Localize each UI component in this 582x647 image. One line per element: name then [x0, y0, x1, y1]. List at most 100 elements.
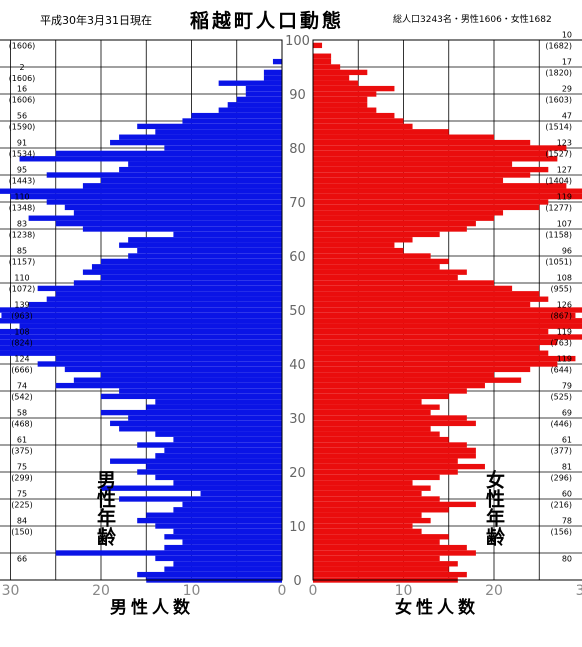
- male-bar: [182, 501, 282, 508]
- female-bar: [313, 129, 449, 135]
- female-bar: [313, 534, 449, 540]
- male-frame: [0, 39, 283, 581]
- female-bar: [313, 150, 549, 157]
- age-tick-label: 100: [285, 34, 310, 49]
- female-bar: [313, 69, 368, 76]
- chart-title: 稲越町人口動態: [190, 10, 345, 32]
- female-bar: [313, 291, 540, 297]
- female-bar: [313, 399, 422, 405]
- male-bar: [0, 188, 283, 194]
- male-bar: [0, 334, 283, 340]
- male-side-annotation: 74: [17, 382, 27, 391]
- male-bar: [0, 318, 282, 324]
- female-bar: [313, 264, 440, 270]
- male-side-annotation: (1606): [9, 41, 36, 50]
- female-side-annotation: (525): [550, 392, 572, 401]
- female-side-annotation: 60: [562, 490, 572, 499]
- male-bar: [146, 512, 282, 518]
- male-bar: [173, 561, 282, 567]
- female-axis-title: 女性人数: [395, 598, 479, 618]
- female-bar: [313, 318, 582, 324]
- female-bar: [313, 512, 422, 518]
- male-bar: [28, 301, 282, 308]
- male-side-annotation: (299): [11, 473, 33, 482]
- male-bar: [0, 350, 282, 356]
- female-bar: [313, 490, 422, 497]
- male-bar: [182, 539, 282, 545]
- female-bar: [313, 53, 332, 59]
- female-side-annotation: (763): [550, 338, 572, 347]
- male-bar: [55, 382, 282, 389]
- as-of-date: 平成30年3月31日現在: [40, 14, 152, 27]
- male-bar: [146, 404, 282, 410]
- female-bar: [313, 134, 494, 140]
- male-bar: [155, 555, 282, 562]
- female-bar: [313, 566, 449, 572]
- female-bar: [313, 177, 504, 184]
- female-side-annotation: (644): [550, 365, 572, 374]
- female-bar: [313, 85, 395, 92]
- male-bar: [101, 393, 282, 400]
- female-side-annotation: 119: [557, 328, 572, 337]
- female-bar: [313, 480, 413, 486]
- male-bar: [236, 96, 282, 103]
- male-bar: [182, 118, 282, 124]
- male-bar: [128, 253, 282, 259]
- male-bar: [173, 507, 282, 513]
- female-bar: [313, 193, 582, 200]
- male-bar: [200, 490, 282, 497]
- male-bar: [245, 91, 282, 97]
- male-side-annotation: 56: [17, 112, 27, 121]
- female-bar: [313, 463, 485, 470]
- male-bar: [110, 458, 282, 464]
- male-bar: [155, 129, 282, 135]
- male-side-annotation: (1443): [9, 176, 36, 185]
- male-side-annotation: 58: [17, 409, 27, 418]
- female-bar: [313, 361, 558, 367]
- female-bar: [313, 226, 467, 232]
- male-bar: [155, 431, 282, 437]
- male-side-annotation: (824): [11, 338, 33, 347]
- male-bar: [263, 69, 282, 76]
- female-side-annotation: (1682): [545, 41, 572, 50]
- female-side-annotation: (1527): [545, 149, 572, 158]
- male-side-annotation: 75: [17, 463, 27, 472]
- female-bar: [313, 382, 485, 389]
- female-side-annotation: 127: [557, 166, 572, 175]
- female-side-annotation: 10: [562, 31, 572, 40]
- male-axis-title: 男性人数: [110, 598, 194, 618]
- male-bar: [82, 183, 283, 189]
- male-side-annotation: (1534): [9, 149, 36, 158]
- male-side-annotation: 124: [14, 355, 29, 364]
- female-bar: [313, 107, 377, 113]
- age-tick-label: 80: [289, 142, 306, 157]
- male-side-annotation: (1238): [9, 230, 36, 239]
- female-bar: [313, 409, 431, 416]
- male-side-annotation: (666): [11, 365, 33, 374]
- male-bar: [155, 523, 282, 529]
- male-bar: [73, 210, 282, 216]
- female-side-annotation: (216): [550, 500, 572, 509]
- male-side-annotation: 75: [17, 490, 27, 499]
- male-bar: [137, 123, 282, 130]
- female-bar: [313, 517, 431, 524]
- male-side-annotation: 85: [17, 247, 27, 256]
- female-bar: [313, 166, 549, 173]
- male-bar: [119, 166, 282, 173]
- female-side-annotation: 69: [562, 409, 572, 418]
- female-bar: [313, 436, 449, 443]
- female-bar: [313, 269, 467, 275]
- female-bar: [313, 571, 467, 578]
- female-side-annotation: 17: [562, 58, 572, 67]
- female-bar: [313, 377, 522, 383]
- female-bar: [313, 328, 549, 335]
- female-bar: [313, 285, 513, 292]
- male-bar: [10, 193, 282, 200]
- female-bar: [313, 507, 449, 513]
- female-side-annotation: (867): [550, 311, 572, 320]
- female-bar: [313, 453, 476, 459]
- female-side-annotation: (446): [550, 419, 572, 428]
- female-bar: [313, 139, 531, 146]
- female-bar: [313, 339, 558, 346]
- male-bar: [55, 291, 282, 297]
